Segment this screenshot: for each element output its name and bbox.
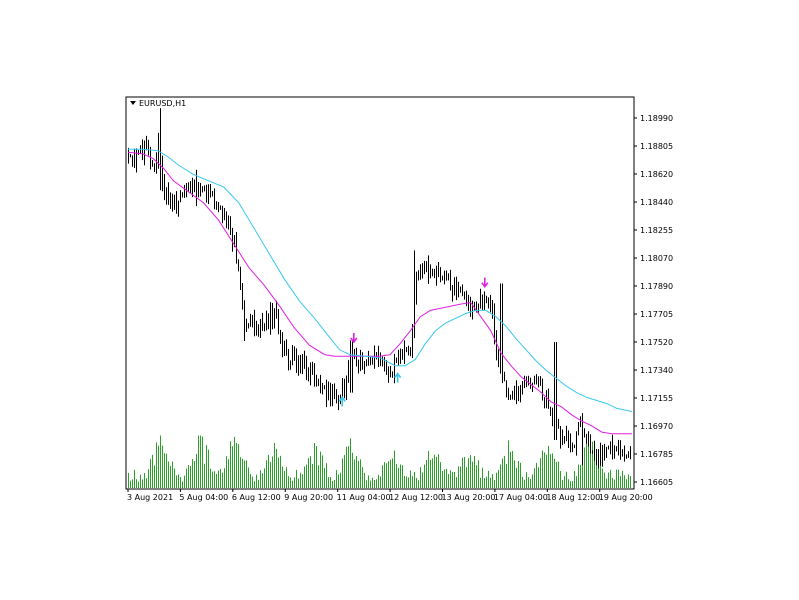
y-axis: 1.18990 1.18805 1.18620 1.18440 1.18255 1.180… <box>634 114 673 487</box>
y-tick-label: 1.18440 <box>640 198 673 207</box>
x-tick-label: 11 Aug 04:00 <box>337 493 391 502</box>
y-tick-label: 1.18255 <box>640 226 673 235</box>
y-tick-label: 1.17890 <box>640 282 673 291</box>
y-tick-label: 1.16785 <box>640 450 673 459</box>
chart-frame <box>125 96 635 490</box>
chart-title-group: EURUSD,H1 <box>130 99 186 108</box>
up-arrow-icon <box>338 395 346 407</box>
y-tick-label: 1.18805 <box>640 142 673 151</box>
down-arrow-icon <box>350 333 358 344</box>
y-tick-label: 1.16605 <box>640 478 673 487</box>
x-tick-label: 19 Aug 20:00 <box>599 493 653 502</box>
x-tick-label: 12 Aug 12:00 <box>389 493 443 502</box>
x-tick-label: 6 Aug 12:00 <box>232 493 281 502</box>
up-arrow-icon <box>394 372 402 383</box>
down-arrow-icon <box>481 277 489 289</box>
ma-fast-line <box>127 151 632 435</box>
x-tick-label: 18 Aug 12:00 <box>546 493 600 502</box>
y-tick-label: 1.16970 <box>640 422 673 431</box>
chart-title: EURUSD,H1 <box>139 99 186 108</box>
x-axis: 3 Aug 2021 5 Aug 04:00 6 Aug 12:00 9 Aug 20… <box>127 489 653 502</box>
y-tick-label: 1.18990 <box>640 114 673 123</box>
volume-bars <box>128 435 631 488</box>
x-tick-label: 9 Aug 20:00 <box>284 493 333 502</box>
x-tick-label: 13 Aug 20:00 <box>441 493 495 502</box>
y-tick-label: 1.17340 <box>640 366 673 375</box>
moving-averages <box>127 148 633 435</box>
x-tick-label: 5 Aug 04:00 <box>179 493 228 502</box>
signal-arrows <box>338 277 489 407</box>
dropdown-triangle-icon[interactable] <box>130 101 136 105</box>
y-tick-label: 1.17520 <box>640 338 673 347</box>
y-tick-label: 1.18620 <box>640 170 673 179</box>
x-tick-label: 3 Aug 2021 <box>127 493 173 502</box>
y-tick-label: 1.17155 <box>640 394 673 403</box>
y-tick-label: 1.18070 <box>640 254 673 263</box>
x-tick-label: 17 Aug 04:00 <box>494 493 548 502</box>
candles <box>128 108 631 469</box>
ma-slow-line <box>128 148 633 412</box>
y-tick-label: 1.17705 <box>640 310 673 319</box>
